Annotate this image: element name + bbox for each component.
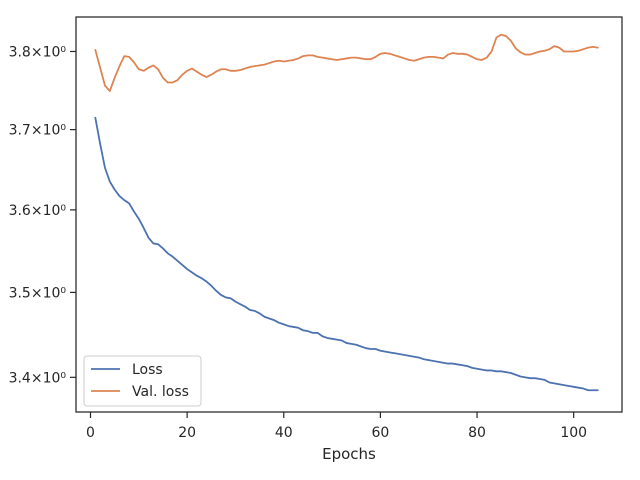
plot-frame <box>75 16 623 413</box>
x-tick-label: 40 <box>275 425 293 441</box>
y-tick-label: 3.7×10⁰ <box>9 123 67 139</box>
series-layer <box>94 33 599 392</box>
x-tick-label: 100 <box>560 425 587 441</box>
series-line-val-loss <box>94 33 599 92</box>
axes-layer: 0 20 40 60 80 100 3.4×10⁰ 3.5×10⁰ 3.6×10⁰ 3.7×10⁰… <box>9 44 587 441</box>
y-tick-label: 3.5×10⁰ <box>9 285 67 301</box>
y-tick-label: 3.8×10⁰ <box>9 44 67 60</box>
series-line-loss <box>94 116 599 392</box>
x-tick-label: 60 <box>371 425 389 441</box>
y-tick-label: 3.4×10⁰ <box>9 370 67 386</box>
y-tick-label: 3.6×10⁰ <box>9 203 67 219</box>
legend-label-val-loss: Val. loss <box>132 384 189 400</box>
x-tick-label: 20 <box>178 425 196 441</box>
x-axis-label: Epochs <box>322 445 376 463</box>
legend: Loss Val. loss <box>83 355 202 407</box>
x-tick-label: 0 <box>86 425 95 441</box>
legend-label-loss: Loss <box>132 362 163 378</box>
x-tick-label: 80 <box>468 425 486 441</box>
